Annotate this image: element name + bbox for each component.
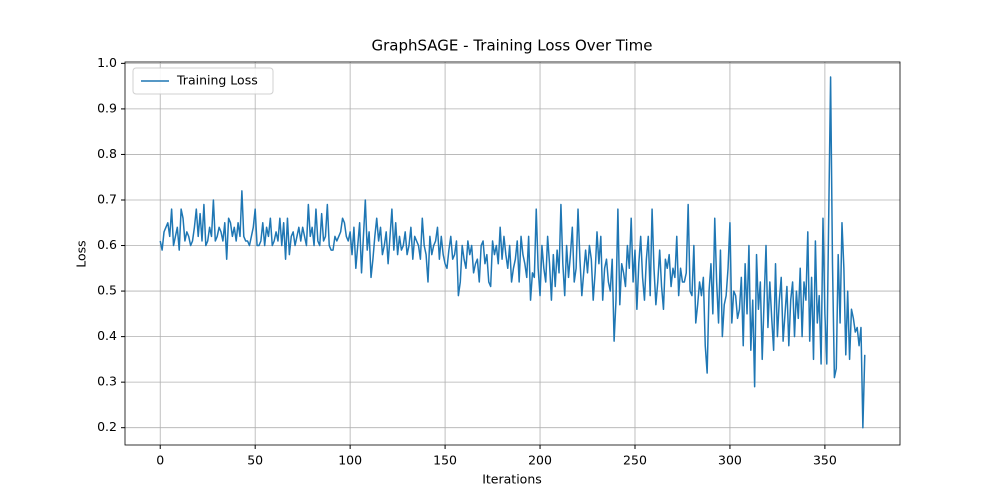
y-tick-label: 0.7 bbox=[97, 191, 117, 206]
x-tick-label: 250 bbox=[623, 453, 647, 468]
legend-box bbox=[132, 67, 274, 95]
x-tick-label: 0 bbox=[156, 453, 164, 468]
y-tick-label: 0.9 bbox=[97, 100, 117, 115]
y-tick-label: 0.3 bbox=[97, 374, 117, 389]
legend-label: Training Loss bbox=[176, 73, 258, 88]
x-tick-label: 200 bbox=[528, 453, 552, 468]
plot-frame bbox=[124, 61, 901, 446]
y-tick-label: 0.5 bbox=[97, 283, 117, 298]
x-axis-label: Iterations bbox=[482, 472, 542, 487]
line-series bbox=[159, 76, 866, 429]
y-tick-label: 0.8 bbox=[97, 146, 117, 161]
y-tick-label: 1.0 bbox=[97, 55, 117, 70]
y-tick-label: 0.6 bbox=[97, 237, 117, 252]
y-tick-label: 0.2 bbox=[97, 419, 117, 434]
x-tick-label: 150 bbox=[433, 453, 457, 468]
x-tick-label: 50 bbox=[247, 453, 263, 468]
chart-title: GraphSAGE - Training Loss Over Time bbox=[371, 37, 652, 55]
x-tick-label: 100 bbox=[338, 453, 362, 468]
y-axis-label: Loss bbox=[74, 240, 89, 267]
x-tick-label: 300 bbox=[718, 453, 742, 468]
x-tick-label: 350 bbox=[813, 453, 837, 468]
y-tick-label: 0.4 bbox=[97, 328, 117, 343]
